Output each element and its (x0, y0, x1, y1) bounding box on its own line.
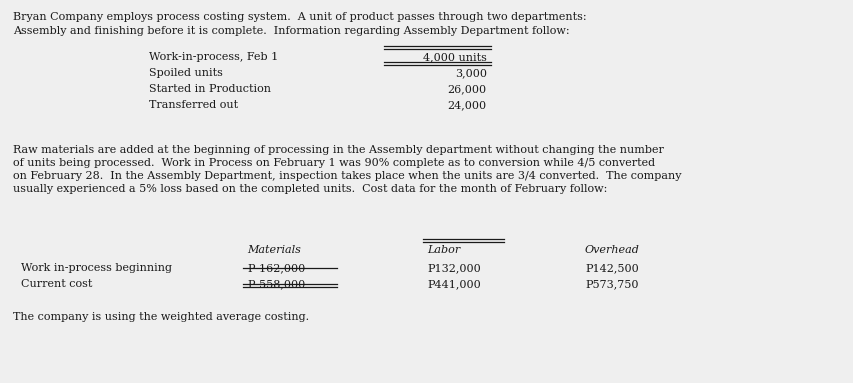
Text: Spoiled units: Spoiled units (149, 68, 223, 78)
Text: P441,000: P441,000 (426, 279, 480, 289)
Text: Raw materials are added at the beginning of processing in the Assembly departmen: Raw materials are added at the beginning… (13, 145, 663, 155)
Text: of units being processed.  Work in Process on February 1 was 90% complete as to : of units being processed. Work in Proces… (13, 158, 654, 168)
Text: 3,000: 3,000 (455, 68, 486, 78)
Text: Overhead: Overhead (584, 245, 639, 255)
Text: P132,000: P132,000 (426, 263, 480, 273)
Text: Work in-process beginning: Work in-process beginning (21, 263, 172, 273)
Text: P142,500: P142,500 (584, 263, 638, 273)
Text: Labor: Labor (426, 245, 460, 255)
Text: on February 28.  In the Assembly Department, inspection takes place when the uni: on February 28. In the Assembly Departme… (13, 171, 681, 181)
Text: Current cost: Current cost (21, 279, 93, 289)
Text: The company is using the weighted average costing.: The company is using the weighted averag… (13, 312, 309, 322)
Text: P 558,000: P 558,000 (247, 279, 305, 289)
Text: Assembly and finishing before it is complete.  Information regarding Assembly De: Assembly and finishing before it is comp… (13, 26, 569, 36)
Text: Transferred out: Transferred out (149, 100, 238, 110)
Text: 4,000 units: 4,000 units (422, 52, 486, 62)
Text: 26,000: 26,000 (447, 84, 486, 94)
Text: Work-in-process, Feb 1: Work-in-process, Feb 1 (149, 52, 278, 62)
Text: 24,000: 24,000 (447, 100, 486, 110)
Text: Materials: Materials (247, 245, 301, 255)
Text: P 162,000: P 162,000 (247, 263, 305, 273)
Text: P573,750: P573,750 (584, 279, 638, 289)
Text: usually experienced a 5% loss based on the completed units.  Cost data for the m: usually experienced a 5% loss based on t… (13, 184, 606, 194)
Text: Bryan Company employs process costing system.  A unit of product passes through : Bryan Company employs process costing sy… (13, 12, 586, 22)
Text: Started in Production: Started in Production (149, 84, 271, 94)
